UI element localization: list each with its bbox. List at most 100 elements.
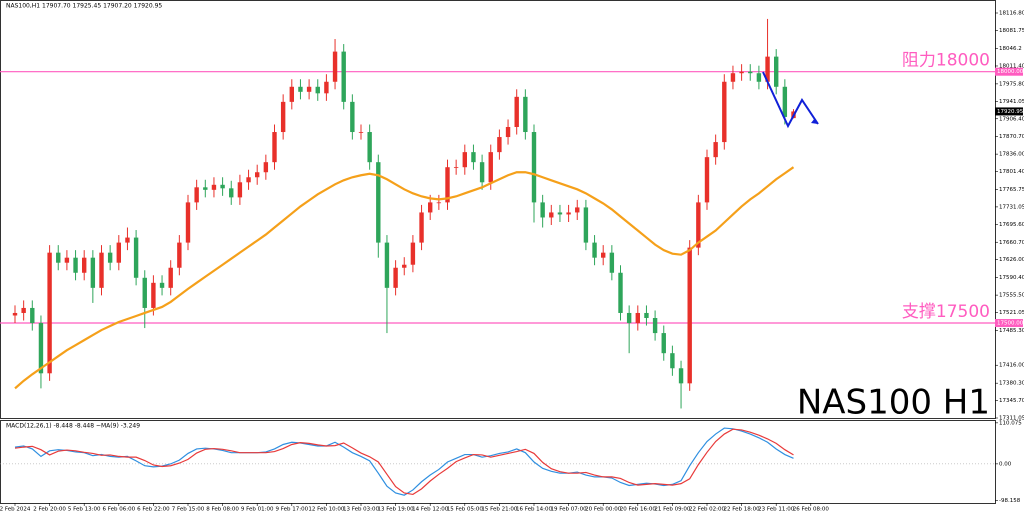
y-tick-label: 18011.40 bbox=[999, 63, 1024, 69]
candle-body bbox=[185, 202, 191, 243]
y-tick-label: 17765.75 bbox=[999, 187, 1024, 193]
candle-body bbox=[211, 184, 217, 190]
macd-tick-label: 110.075 bbox=[999, 420, 1022, 426]
candle-body bbox=[652, 317, 658, 334]
x-tick-label: 19 Feb 07:00 bbox=[551, 507, 588, 513]
candle-body bbox=[601, 252, 606, 258]
candle-body bbox=[298, 86, 303, 92]
candle-body bbox=[531, 132, 537, 203]
candle-body bbox=[350, 101, 355, 133]
x-tick-label: 22 Feb 02:00 bbox=[689, 507, 726, 513]
candle-body bbox=[194, 187, 199, 203]
last-price-label: 17920.95 bbox=[997, 109, 1024, 115]
candle-body bbox=[229, 188, 234, 198]
candle-body bbox=[419, 212, 424, 243]
candle-body bbox=[358, 132, 364, 133]
candle-body bbox=[696, 202, 701, 248]
y-tick-label: 18116.80 bbox=[999, 10, 1024, 16]
x-tick-label: 13 Feb 03:00 bbox=[343, 507, 380, 513]
candle-body bbox=[47, 252, 52, 374]
candle-body bbox=[306, 86, 312, 92]
candle-body bbox=[670, 353, 675, 369]
candle-body bbox=[756, 73, 762, 82]
x-tick-label: 16 Feb 14:00 bbox=[516, 507, 553, 513]
y-tick-label: 17801.40 bbox=[999, 169, 1024, 175]
x-tick-label: 7 Feb 15:00 bbox=[172, 507, 205, 513]
candle-body bbox=[739, 71, 744, 74]
last-price-box bbox=[995, 107, 1023, 116]
candle-body bbox=[12, 312, 18, 316]
y-tick-label: 18081.75 bbox=[999, 28, 1024, 34]
moving-average bbox=[14, 166, 795, 390]
candle-body bbox=[730, 73, 736, 82]
candle-body bbox=[410, 242, 416, 265]
x-tick-label: 8 Feb 08:00 bbox=[206, 507, 239, 513]
candle-body bbox=[133, 237, 139, 278]
candle-body bbox=[748, 71, 753, 74]
x-tick-label: 6 Feb 06:00 bbox=[103, 507, 136, 513]
candle-body bbox=[116, 242, 121, 263]
macd-label: MACD(12,26,1) -8.448 -8.448 ~MA(9) -3.24… bbox=[6, 423, 140, 430]
x-tick-label: 9 Feb 01:00 bbox=[241, 507, 274, 513]
x-tick-label: 23 Feb 11:00 bbox=[758, 507, 795, 513]
macd-tick-label: -98.158 bbox=[999, 498, 1021, 504]
candle-body bbox=[635, 312, 640, 324]
candle-body bbox=[177, 242, 182, 268]
candle-body bbox=[30, 307, 35, 324]
candle-body bbox=[168, 267, 173, 288]
level-annotation: 支撑17500 bbox=[902, 302, 990, 322]
candle-body bbox=[99, 252, 104, 288]
x-tick-label: 14 Feb 12:00 bbox=[412, 507, 449, 513]
candle-body bbox=[453, 167, 459, 169]
candle-body bbox=[704, 157, 710, 203]
y-tick-label: 17345.70 bbox=[999, 398, 1024, 404]
plot-layer: 18116.80 18081.75 18046.2 18011.40 17975.80 1… bbox=[0, 10, 1024, 513]
x-tick-label: 9 Feb 17:00 bbox=[276, 507, 309, 513]
candle-body bbox=[384, 242, 390, 288]
candle-body bbox=[549, 212, 554, 218]
forecast-arrow-head bbox=[811, 118, 818, 124]
x-tick-label: 5 Feb 13:00 bbox=[68, 507, 101, 513]
candle-body bbox=[402, 264, 407, 268]
candle-body bbox=[479, 162, 485, 183]
y-tick-label: 18046.2 bbox=[999, 46, 1022, 52]
candle-body bbox=[687, 247, 692, 384]
x-tick-label: 15 Feb 05:00 bbox=[447, 507, 484, 513]
candle-body bbox=[393, 267, 398, 288]
x-tick-label: 21 Feb 09:00 bbox=[654, 507, 691, 513]
y-tick-label: 17695.60 bbox=[999, 222, 1024, 228]
candle-body bbox=[263, 162, 269, 173]
macd-tick-label: 0.00 bbox=[999, 461, 1012, 467]
macd-panel-border bbox=[0, 420, 996, 504]
candle-body bbox=[125, 237, 130, 243]
candle-body bbox=[575, 207, 580, 213]
candle-body bbox=[445, 167, 450, 203]
x-tick-label: 12 Feb 10:00 bbox=[308, 507, 345, 513]
candle-body bbox=[661, 333, 666, 354]
level-price-box bbox=[995, 319, 1023, 328]
candle-body bbox=[471, 152, 476, 163]
candle-body bbox=[583, 207, 589, 243]
x-tick-label: 15 Feb 21:00 bbox=[481, 507, 518, 513]
watermark: NAS100 H1 bbox=[797, 383, 990, 423]
candle-body bbox=[497, 137, 502, 153]
candle-body bbox=[56, 252, 61, 263]
candle-body bbox=[765, 56, 770, 82]
candle-body bbox=[618, 272, 623, 313]
candle-body bbox=[774, 56, 779, 87]
candle-body bbox=[107, 252, 113, 263]
candle-body bbox=[21, 307, 26, 313]
chart-title: NAS100,H1 17907.70 17925.45 17907.20 179… bbox=[6, 3, 162, 10]
y-tick-label: 17975.80 bbox=[999, 81, 1024, 87]
y-tick-label: 17906.40 bbox=[999, 116, 1024, 122]
candle-body bbox=[315, 86, 320, 94]
y-tick-label: 17555.50 bbox=[999, 293, 1024, 299]
y-tick-label: 17731.05 bbox=[999, 204, 1024, 210]
candle-body bbox=[782, 86, 788, 117]
candle-body bbox=[151, 282, 156, 308]
y-tick-label: 17380.30 bbox=[999, 381, 1024, 387]
candle-body bbox=[488, 152, 493, 183]
candle-body bbox=[678, 368, 684, 384]
candle-body bbox=[462, 152, 467, 168]
